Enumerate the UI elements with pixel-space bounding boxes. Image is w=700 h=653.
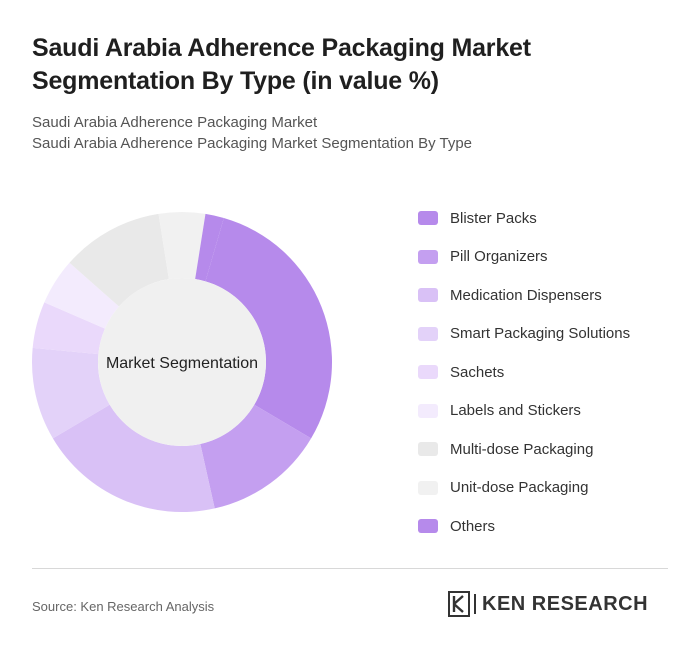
donut-slice-multi-dose-packaging bbox=[69, 213, 169, 307]
legend-swatch bbox=[418, 403, 438, 418]
legend-label: Multi-dose Packaging bbox=[450, 440, 594, 458]
legend-swatch bbox=[418, 442, 438, 457]
legend-item: Unit-dose Packaging bbox=[418, 469, 688, 508]
legend-swatch bbox=[418, 480, 438, 495]
legend-item: Medication Dispensers bbox=[418, 276, 688, 315]
brand-logo: KEN RESEARCH bbox=[448, 591, 648, 617]
donut-slice-blister-packs bbox=[205, 217, 332, 439]
brand-name: KEN RESEARCH bbox=[482, 592, 649, 615]
chart-title: Saudi Arabia Adherence Packaging Market … bbox=[32, 34, 531, 95]
legend-item: Smart Packaging Solutions bbox=[418, 315, 688, 354]
legend-swatch bbox=[418, 365, 438, 380]
donut-hole bbox=[98, 278, 266, 446]
legend-item: Multi-dose Packaging bbox=[418, 430, 688, 469]
legend-label: Labels and Stickers bbox=[450, 402, 581, 420]
donut-slice-pill-organizers bbox=[200, 404, 312, 509]
legend-label: Sachets bbox=[450, 363, 505, 381]
legend-label: Others bbox=[450, 517, 496, 535]
donut-slice-smart-packaging-solutions bbox=[31, 347, 110, 439]
ken-research-logo-icon bbox=[448, 591, 470, 617]
legend-item: Others bbox=[418, 507, 688, 546]
donut-center-label: Market Segmentation bbox=[106, 355, 258, 372]
legend-label: Smart Packaging Solutions bbox=[450, 325, 631, 343]
legend-label: Blister Packs bbox=[450, 209, 537, 227]
chart-subtitle: Saudi Arabia Adherence Packaging Market … bbox=[32, 112, 672, 154]
legend-swatch bbox=[418, 326, 438, 341]
donut-slice-labels-and-stickers bbox=[44, 262, 119, 329]
donut-slice-medication-dispensers bbox=[52, 404, 215, 512]
donut-slices bbox=[31, 212, 332, 512]
legend-item: Blister Packs bbox=[418, 199, 688, 238]
legend-label: Medication Dispensers bbox=[450, 286, 602, 304]
legend-label: Unit-dose Packaging bbox=[450, 479, 589, 497]
legend-item: Pill Organizers bbox=[418, 238, 688, 277]
donut-chart-area: Market Segmentation bbox=[0, 190, 380, 540]
legend-item: Sachets bbox=[418, 353, 688, 392]
legend-swatch bbox=[418, 519, 438, 534]
footer-divider bbox=[32, 568, 668, 569]
legend-item: Labels and Stickers bbox=[418, 392, 688, 431]
donut-slice-sachets bbox=[32, 302, 105, 355]
donut-slice-others bbox=[195, 213, 224, 282]
subtitle-line-2: Saudi Arabia Adherence Packaging Market … bbox=[32, 135, 473, 152]
legend-swatch bbox=[418, 211, 438, 226]
legend-swatch bbox=[418, 249, 438, 264]
source-note: Source: Ken Research Analysis bbox=[32, 599, 215, 614]
subtitle-line-1: Saudi Arabia Adherence Packaging Market bbox=[32, 114, 318, 131]
legend-swatch bbox=[418, 288, 438, 303]
legend-label: Pill Organizers bbox=[450, 248, 548, 266]
donut-chart: Market Segmentation bbox=[31, 212, 332, 512]
donut-slice-unit-dose-packaging bbox=[158, 212, 206, 280]
chart-legend: Blister Packs Pill Organizers Medication D… bbox=[418, 199, 688, 546]
brand-separator bbox=[474, 594, 476, 614]
